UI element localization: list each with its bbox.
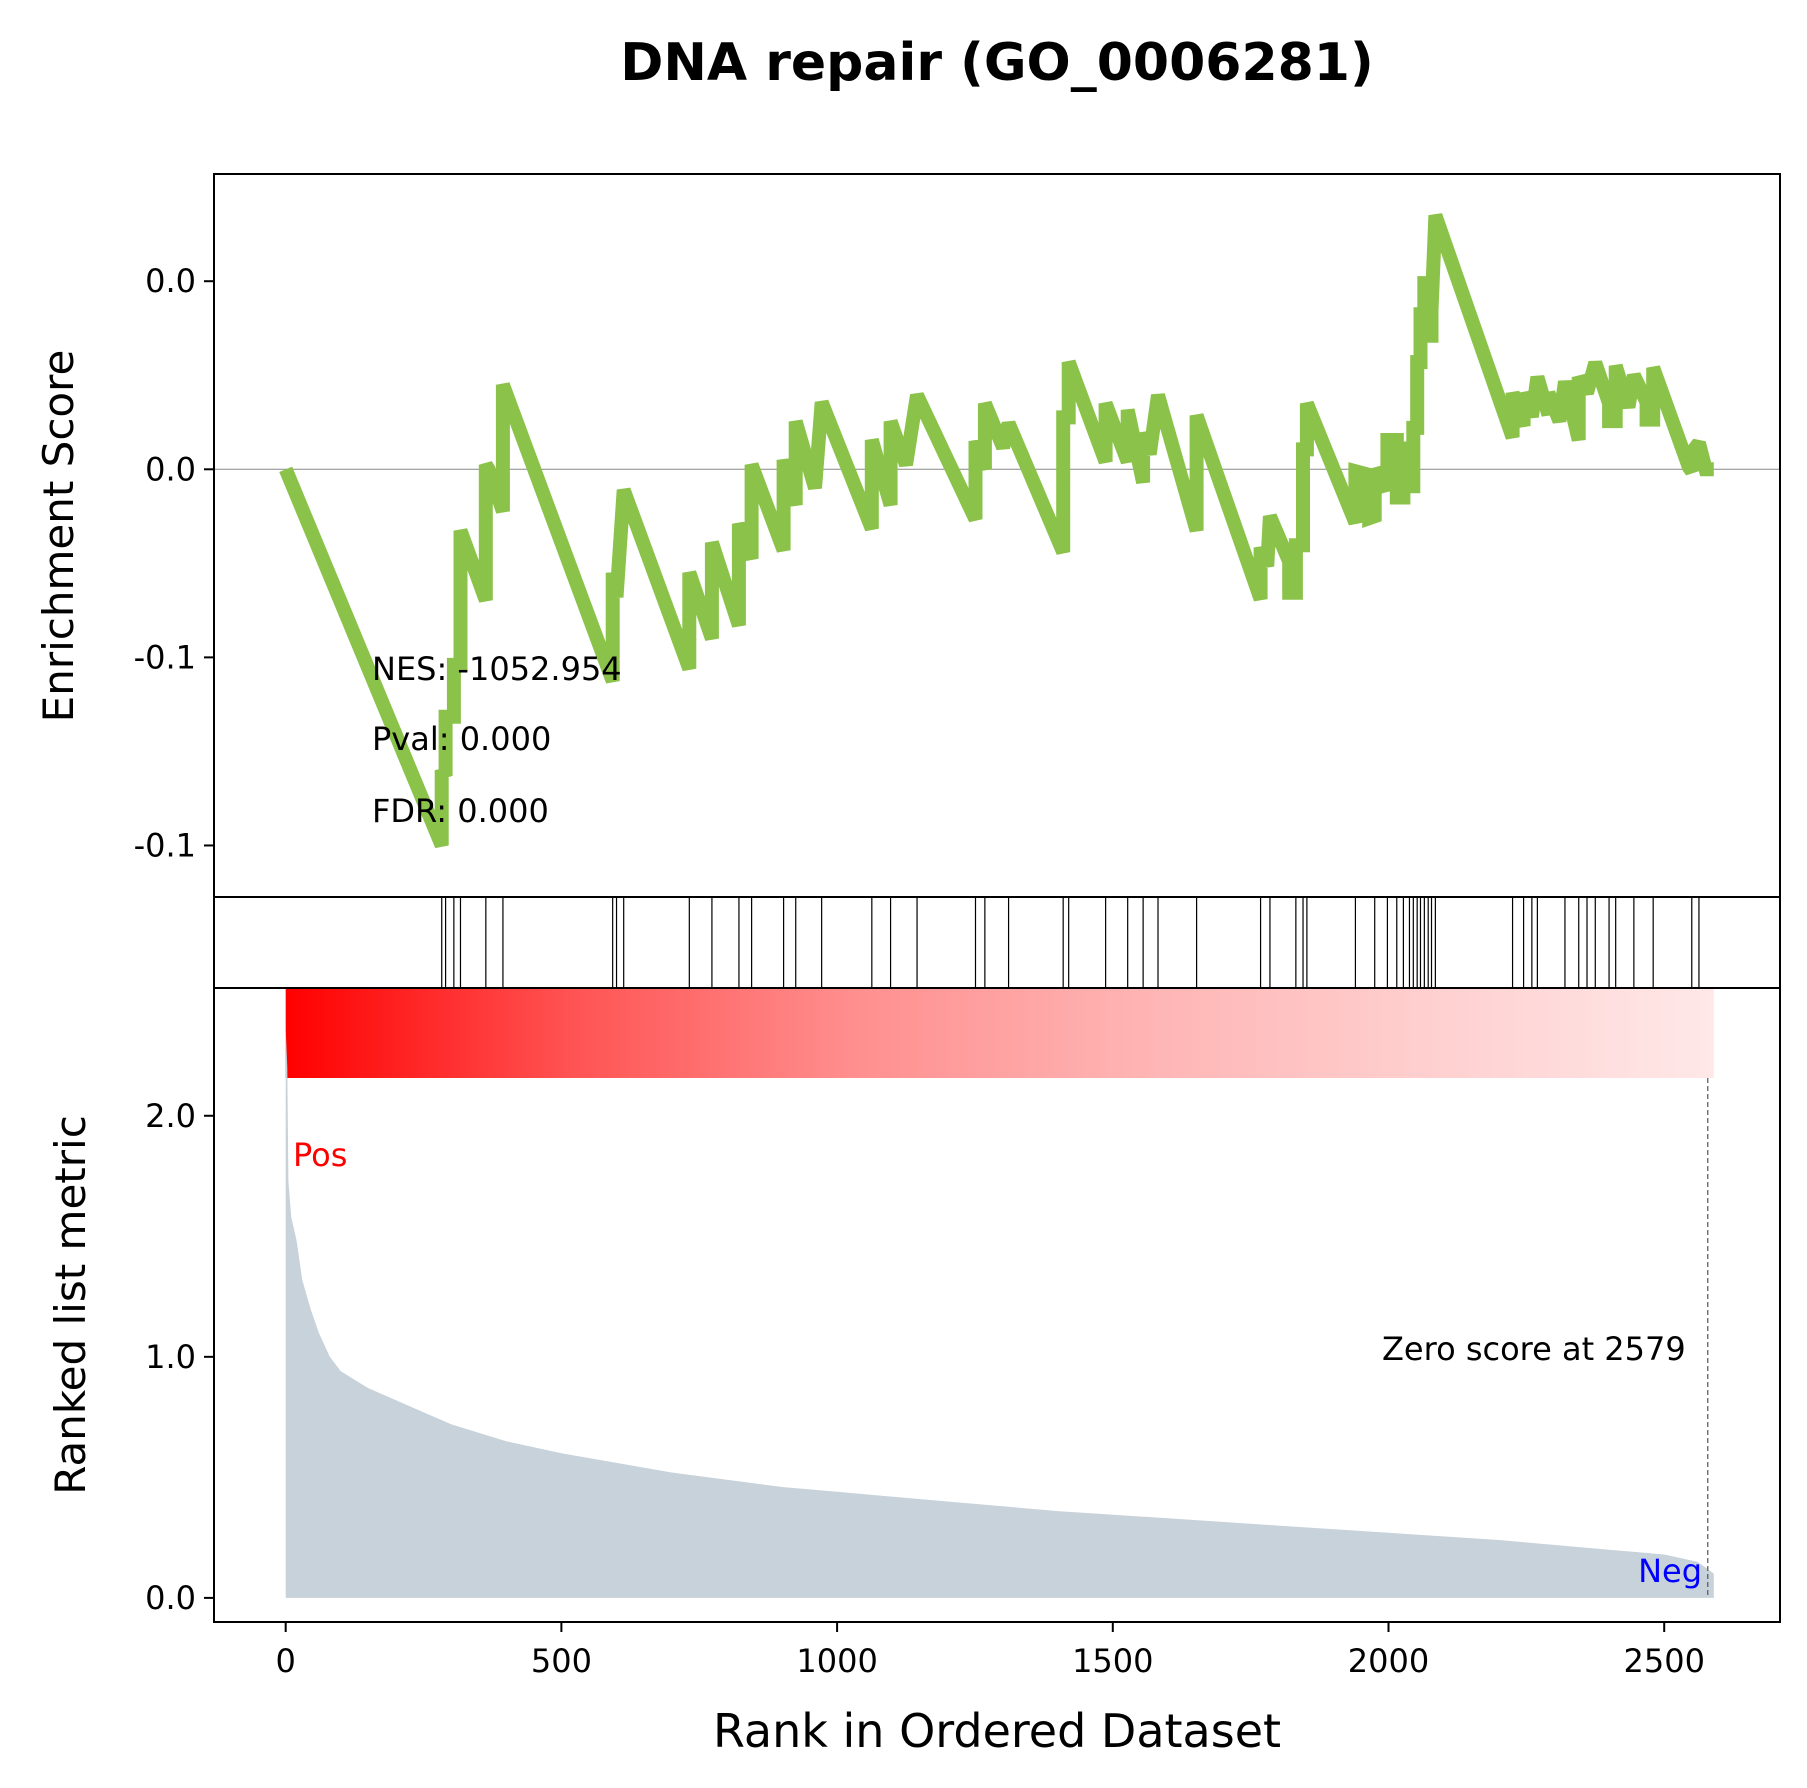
x-tick-label: 0 — [276, 1642, 296, 1680]
x-tick-label: 2000 — [1348, 1642, 1429, 1680]
es-y-tick-label: 0.0 — [145, 262, 196, 300]
zero-score-label: Zero score at 2579 — [1382, 1330, 1686, 1368]
es-y-tick-label: -0.1 — [134, 638, 196, 676]
metric-y-tick-label: 1.0 — [145, 1338, 196, 1376]
es-y-tick-label: 0.0 — [145, 450, 196, 488]
pval-annotation: Pval: 0.000 — [372, 720, 551, 758]
hit-lines — [441, 897, 1700, 988]
metric-panel-frame — [213, 987, 1781, 1623]
es-y-label: Enrichment Score — [34, 350, 83, 723]
pos-label: Pos — [293, 1136, 347, 1174]
x-tick-label: 500 — [531, 1642, 592, 1680]
x-tick-label: 1500 — [1072, 1642, 1153, 1680]
neg-label: Neg — [1638, 1552, 1702, 1590]
metric-y-ticks: 0.0 1.0 2.0 — [145, 1097, 214, 1617]
hits-panel-frame — [213, 896, 1781, 989]
hits-panel — [213, 896, 1781, 989]
metric-y-tick-label: 0.0 — [145, 1579, 196, 1617]
es-panel-frame — [213, 173, 1781, 898]
enrichment-score-panel: 0.0 0.0 -0.1 -0.1 NES: -1052.954 Pval: 0.00… — [34, 173, 1781, 898]
enrichment-score-line — [279, 213, 1714, 849]
fdr-annotation: FDR: 0.000 — [372, 792, 549, 830]
ranked-metric-panel: 0.0 1.0 2.0 Pos Neg Zero score at 2579 Ran… — [46, 987, 1781, 1623]
chart-title: DNA repair (GO_0006281) — [620, 33, 1374, 93]
nes-annotation: NES: -1052.954 — [372, 650, 622, 688]
metric-y-label: Ranked list metric — [46, 1115, 95, 1495]
es-y-tick-label: -0.1 — [134, 826, 196, 864]
rank-colorbar — [285, 988, 1714, 1078]
x-tick-label: 2500 — [1623, 1642, 1704, 1680]
es-y-ticks: 0.0 0.0 -0.1 -0.1 — [134, 262, 214, 864]
ranked-metric-area — [285, 1029, 1714, 1598]
metric-y-tick-label: 2.0 — [145, 1097, 196, 1135]
x-axis-ticks: 0 500 1000 1500 2000 2500 — [276, 1622, 1705, 1680]
x-tick-label: 1000 — [796, 1642, 877, 1680]
x-axis-label: Rank in Ordered Dataset — [713, 1704, 1281, 1758]
